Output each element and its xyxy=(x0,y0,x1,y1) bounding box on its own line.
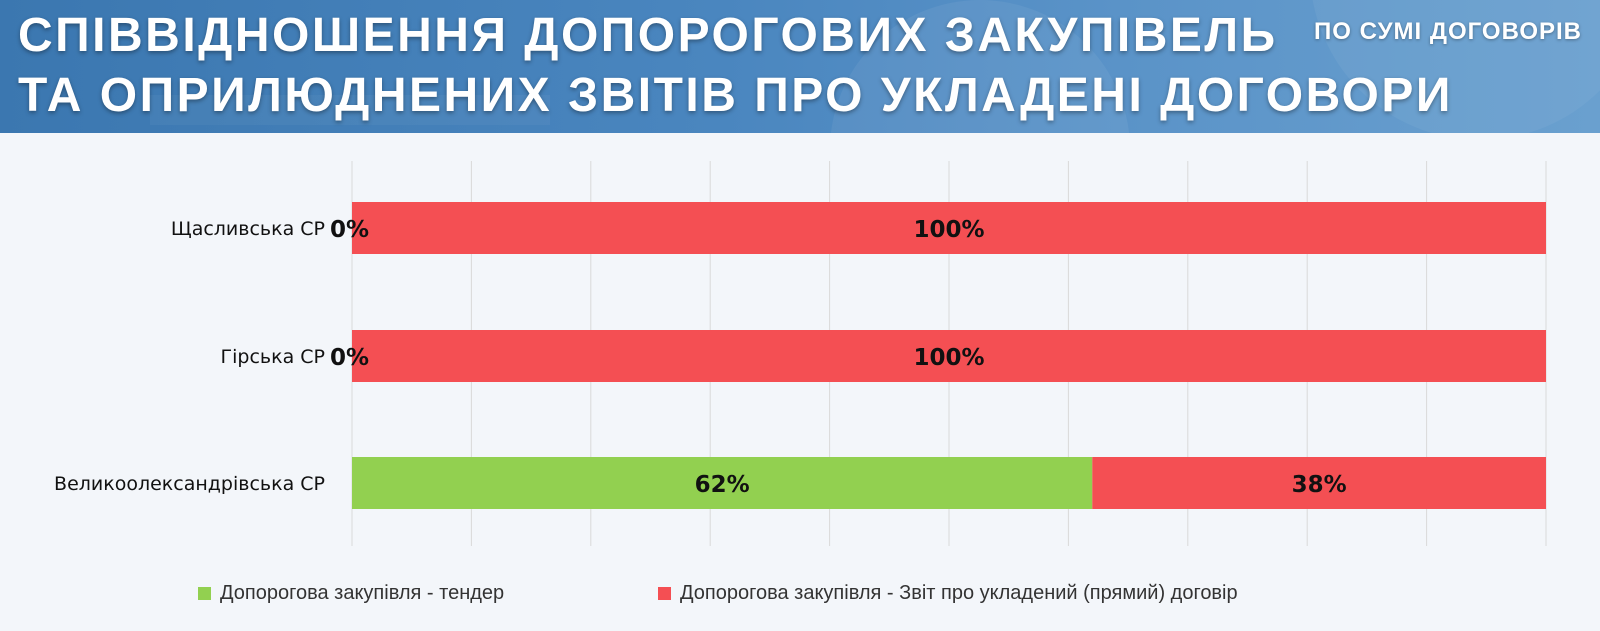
bar-segment-tender xyxy=(352,457,1093,509)
title-line-1: СПІВВІДНОШЕННЯ ДОПОРОГОВИХ ЗАКУПІВЕЛЬ xyxy=(18,9,1278,62)
legend-swatch-tender xyxy=(198,587,211,600)
bars xyxy=(352,202,1546,509)
page-subtitle: ПО СУМІ ДОГОВОРІВ xyxy=(1314,18,1582,45)
data-label: 38% xyxy=(1292,472,1347,498)
bar-segment-direct xyxy=(1092,457,1546,509)
data-label: 100% xyxy=(913,345,984,371)
bar-segment-direct xyxy=(352,330,1546,382)
category-label: Щасливська СР xyxy=(171,218,325,240)
banner-background-pattern xyxy=(150,0,1600,133)
legend-label-tender: Допорогова закупівля - тендер xyxy=(220,582,505,604)
legend-item-tender: Допорогова закупівля - тендер xyxy=(198,582,504,605)
category-label: Великоолександрівська СР xyxy=(54,473,325,495)
title-banner: СПІВВІДНОШЕННЯ ДОПОРОГОВИХ ЗАКУПІВЕЛЬ ТА… xyxy=(0,0,1600,133)
category-label: Гірська СР xyxy=(221,346,325,368)
category-labels: Щасливська СР Гірська СР Великоолександрів… xyxy=(54,218,325,495)
title-line-2: ТА ОПРИЛЮДНЕНИХ ЗВІТІВ ПРО УКЛАДЕНІ ДОГО… xyxy=(18,69,1453,122)
bar-segment-direct xyxy=(352,202,1546,254)
data-label: 62% xyxy=(695,472,750,498)
chart-area: Щасливська СР Гірська СР Великоолександрів… xyxy=(0,133,1600,631)
stacked-bar-chart: Щасливська СР Гірська СР Великоолександрів… xyxy=(54,161,1547,546)
legend-label-direct: Допорогова закупівля - Звіт про укладени… xyxy=(680,582,1238,604)
data-labels: 0% 100% 0% 100% 62% 38% xyxy=(330,217,1347,498)
legend-swatch-direct xyxy=(658,587,671,600)
legend: Допорогова закупівля - тендер Допорогова… xyxy=(0,582,1600,612)
data-label: 0% xyxy=(330,217,369,243)
page-title: СПІВВІДНОШЕННЯ ДОПОРОГОВИХ ЗАКУПІВЕЛЬ ТА… xyxy=(18,6,1453,126)
legend-item-direct: Допорогова закупівля - Звіт про укладени… xyxy=(658,582,1238,605)
data-label: 0% xyxy=(330,345,369,371)
data-label: 100% xyxy=(913,217,984,243)
